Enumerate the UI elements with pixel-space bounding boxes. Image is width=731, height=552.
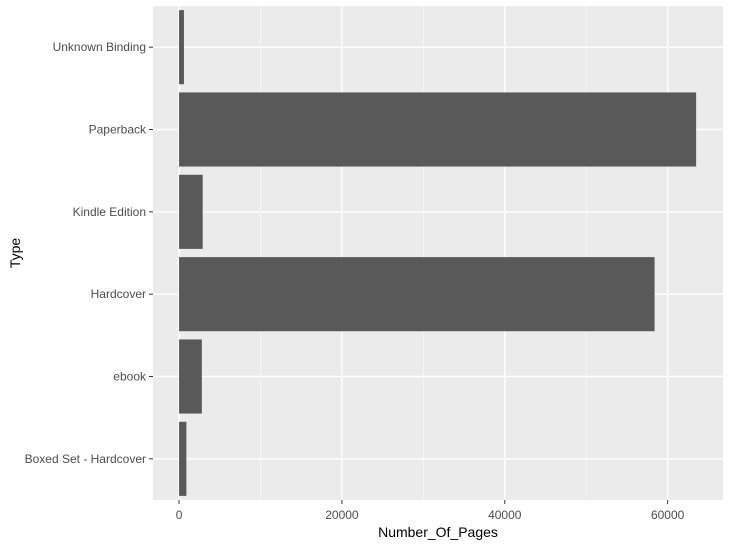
x-axis-title: Number_Of_Pages: [378, 524, 498, 540]
axes: Boxed Set - Hardcover ebook Hardcover Kindl…: [25, 40, 685, 522]
bar: [179, 10, 184, 85]
bar: [179, 257, 655, 332]
plot-panel: [153, 6, 723, 500]
bar: [179, 174, 203, 249]
bars: [179, 10, 697, 496]
x-tick-label: 20000: [325, 508, 359, 522]
x-tick-label: 60000: [651, 508, 685, 522]
y-tick-label: Boxed Set - Hardcover: [25, 452, 146, 466]
bar: [179, 92, 697, 167]
bar: [179, 339, 202, 414]
y-axis-title: Type: [7, 238, 23, 269]
y-tick-label: Unknown Binding: [53, 40, 146, 54]
x-tick-label: 0: [176, 508, 183, 522]
y-tick-label: Hardcover: [91, 287, 146, 301]
y-tick-label: Paperback: [89, 123, 147, 137]
y-tick-label: ebook: [113, 370, 147, 384]
x-tick-label: 40000: [488, 508, 522, 522]
y-tick-label: Kindle Edition: [73, 205, 146, 219]
bar: [179, 421, 187, 496]
